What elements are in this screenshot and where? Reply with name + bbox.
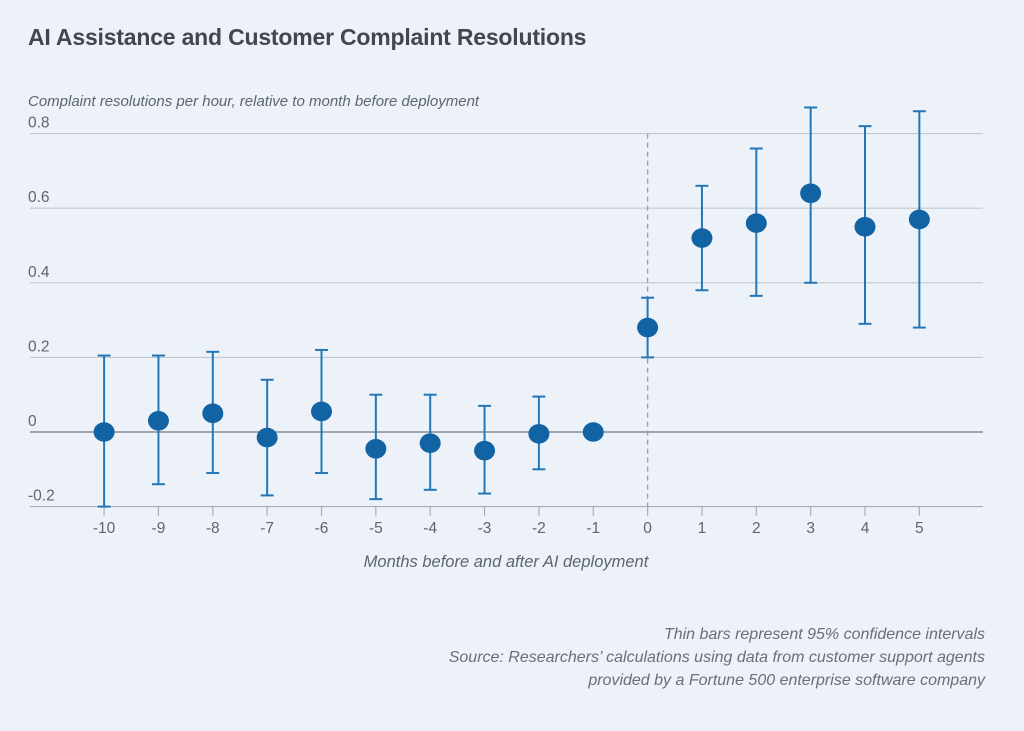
note-confidence-intervals: Thin bars represent 95% confidence inter… xyxy=(663,626,985,643)
data-series xyxy=(93,106,930,508)
data-point xyxy=(637,317,659,338)
y-tick-label: 0 xyxy=(28,413,37,430)
x-tick-label: 2 xyxy=(752,520,761,537)
x-tick-label: 0 xyxy=(643,520,652,537)
data-point xyxy=(93,422,115,442)
data-point xyxy=(202,403,224,424)
x-tick-label: 5 xyxy=(915,520,924,537)
y-tick-label: 0.2 xyxy=(28,338,50,355)
data-point xyxy=(528,424,550,444)
data-point xyxy=(311,401,332,422)
x-tick-label: -7 xyxy=(260,520,274,537)
note-source-line-2: provided by a Fortune 500 enterprise sof… xyxy=(588,672,985,689)
data-point xyxy=(419,433,441,453)
data-point xyxy=(691,228,713,248)
x-tick-label: -5 xyxy=(369,520,383,537)
y-axis-unit-label: Complaint resolutions per hour, relative… xyxy=(28,93,480,110)
y-tick-label: 0.4 xyxy=(28,264,50,281)
x-tick-label: -8 xyxy=(206,520,220,537)
y-tick-label: 0.8 xyxy=(28,115,50,132)
data-point xyxy=(800,183,822,204)
data-point xyxy=(745,213,767,233)
y-tick-label: 0.6 xyxy=(28,189,50,206)
data-point xyxy=(582,422,604,442)
data-point xyxy=(854,217,876,237)
data-point xyxy=(365,438,387,459)
x-tick-label: -10 xyxy=(93,520,116,537)
x-tick-label: -2 xyxy=(532,520,546,537)
x-axis xyxy=(103,506,920,516)
chart-title: AI Assistance and Customer Complaint Res… xyxy=(28,24,587,50)
y-tick-label: -0.2 xyxy=(28,488,55,505)
x-tick-label: 1 xyxy=(698,520,707,537)
x-tick-label: -4 xyxy=(423,520,437,537)
x-tick-label: -1 xyxy=(586,520,600,537)
note-source-line-1: Source: Researchers’ calculations using … xyxy=(448,649,985,666)
data-point xyxy=(474,440,496,461)
x-tick-label: -6 xyxy=(315,520,329,537)
data-point xyxy=(147,411,169,431)
data-point xyxy=(256,427,278,448)
x-tick-label: 4 xyxy=(861,520,870,537)
x-tick-label: -3 xyxy=(478,520,492,537)
x-tick-label: -9 xyxy=(152,520,166,537)
tick-labels: 0.80.60.40.20-0.2-10 -9 -8 -7 -6 -5 -4 -3 -2 -1 0 1… xyxy=(28,115,924,537)
data-point xyxy=(908,209,930,230)
x-axis-title: Months before and after AI deployment xyxy=(364,553,650,571)
gridlines xyxy=(30,133,983,508)
x-tick-label: 3 xyxy=(806,520,815,537)
footnotes: Thin bars represent 95% confidence inter… xyxy=(449,623,985,692)
